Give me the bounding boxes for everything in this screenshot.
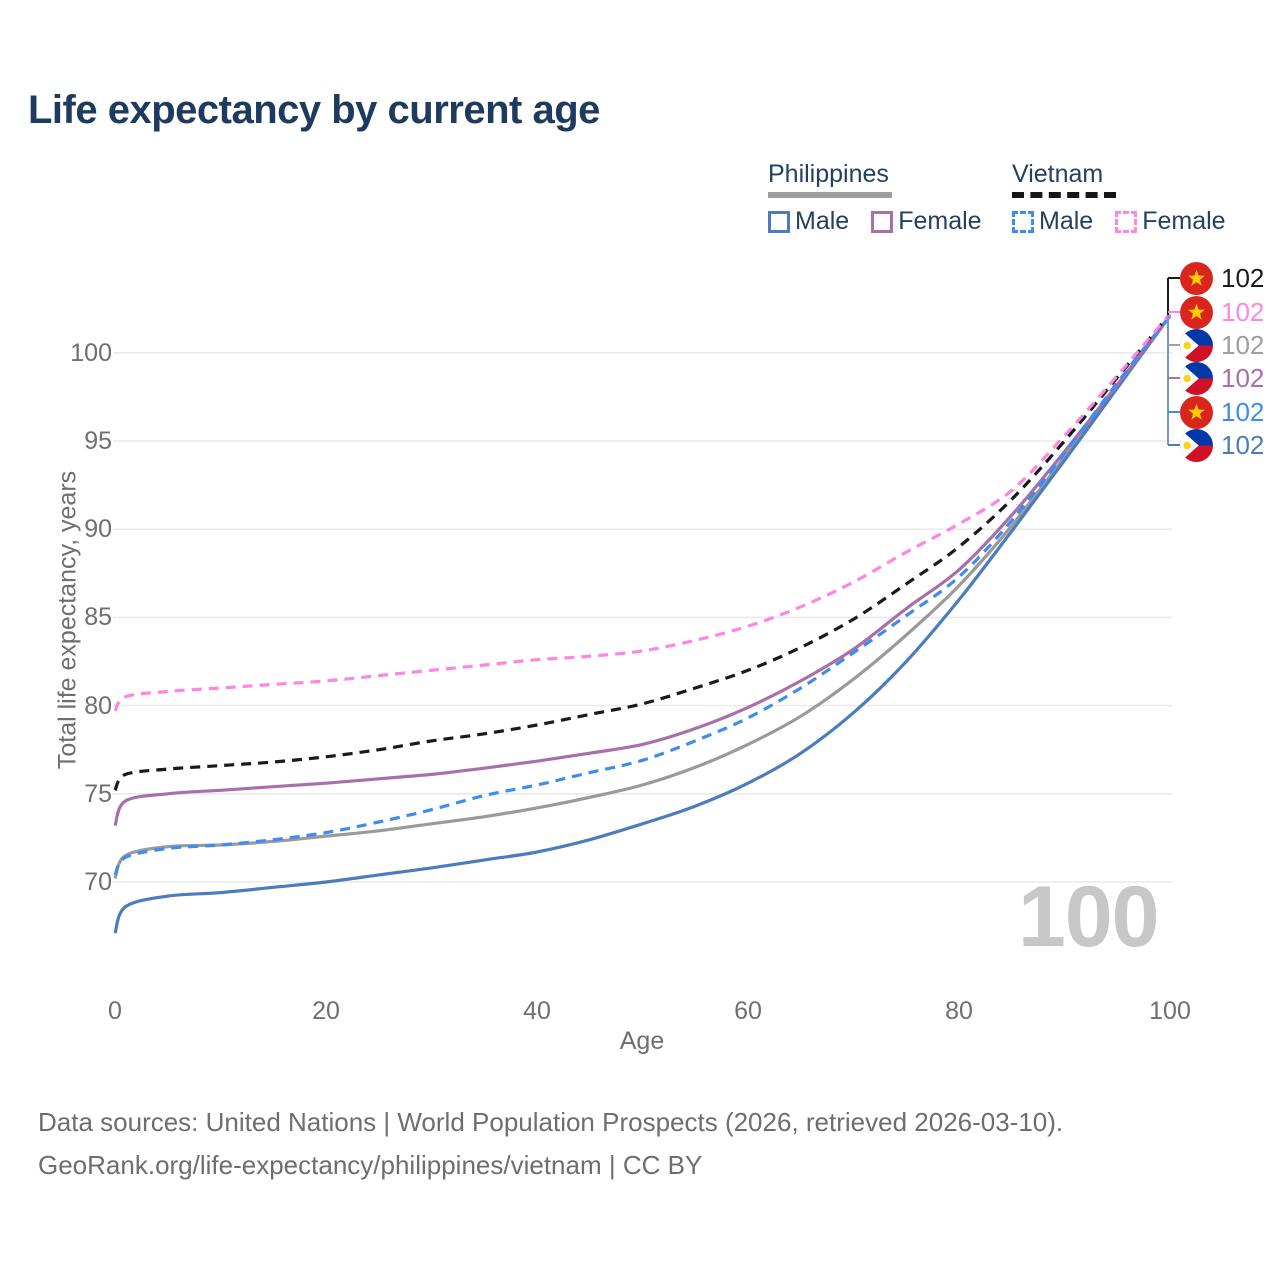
philippines-flag-icon: [1180, 361, 1213, 395]
legend-group-vietnam: Vietnam Male Female: [1012, 160, 1242, 236]
end-label-value: 102: [1221, 262, 1265, 293]
x-tick-60: 60: [734, 997, 762, 1025]
end-label-philippines-male: 102: [1180, 428, 1264, 462]
y-tick-85: 85: [84, 603, 112, 632]
y-tick-95: 95: [84, 427, 112, 455]
legend-label: Male: [795, 207, 850, 235]
x-tick-40: 40: [523, 997, 551, 1025]
legend-swatch-vietnam-male: [1012, 210, 1034, 233]
vietnam-flag-icon: [1180, 395, 1213, 429]
end-label-value: 102: [1221, 362, 1265, 393]
y-tick-75: 75: [84, 779, 112, 808]
x-tick-0: 0: [108, 997, 122, 1025]
legend-label: Female: [898, 207, 982, 235]
end-label-value: 102: [1221, 329, 1265, 360]
series-line-vietnam-female[interactable]: [113, 312, 1172, 712]
y-tick-70: 70: [84, 868, 112, 896]
legend-underline-solid: [768, 192, 892, 198]
end-label-philippines-female: 102: [1180, 361, 1264, 395]
legend-swatch-philippines-female: [871, 210, 894, 233]
series-line-philippines-male[interactable]: [113, 314, 1172, 934]
x-axis-title: Age: [619, 1027, 665, 1055]
legend-item-vietnam-female[interactable]: Female: [1115, 207, 1226, 236]
vietnam-flag-icon: [1180, 295, 1213, 329]
end-label-value: 102: [1221, 296, 1265, 327]
legend-group-philippines: Philippines Male Female: [768, 160, 998, 236]
legend-underline-dashed: [1012, 192, 1116, 198]
x-tick-100: 100: [1149, 997, 1191, 1025]
legend-country-philippines: Philippines: [768, 160, 889, 188]
y-tick-80: 80: [84, 691, 112, 720]
legend-item-vietnam-male[interactable]: Male: [1012, 207, 1093, 236]
series-line-vietnam-both[interactable]: [113, 312, 1172, 792]
series-line-philippines-female[interactable]: [113, 314, 1172, 827]
legend-item-philippines-female[interactable]: Female: [871, 207, 982, 236]
philippines-flag-icon: [1180, 328, 1213, 362]
philippines-flag-icon: [1180, 428, 1213, 462]
current-age-indicator: 100: [1018, 869, 1159, 965]
end-label-value: 102: [1221, 429, 1265, 460]
attribution-text: GeoRank.org/life-expectancy/philippines/…: [38, 1150, 703, 1180]
end-label-vietnam-male: 102: [1180, 395, 1264, 429]
vietnam-flag-icon: [1180, 261, 1213, 295]
series-line-vietnam-male[interactable]: [113, 314, 1172, 876]
end-label-philippines-both: 102: [1180, 328, 1264, 362]
legend-label: Male: [1039, 207, 1094, 235]
y-axis-title: Total life expectancy, years: [53, 470, 82, 770]
end-label-value: 102: [1221, 396, 1265, 427]
end-label-vietnam-female: 102: [1180, 295, 1264, 329]
y-tick-100: 100: [70, 338, 112, 367]
x-tick-20: 20: [312, 997, 340, 1025]
legend-label: Female: [1142, 207, 1226, 235]
x-tick-80: 80: [945, 997, 973, 1025]
end-label-vietnam-both: 102: [1180, 261, 1264, 295]
legend-swatch-philippines-male: [768, 210, 790, 233]
legend-country-vietnam: Vietnam: [1012, 160, 1104, 188]
data-sources-text: Data sources: United Nations | World Pop…: [38, 1107, 1064, 1137]
page-title: Life expectancy by current age: [28, 88, 600, 132]
legend-swatch-vietnam-female: [1115, 210, 1138, 233]
legend-item-philippines-male[interactable]: Male: [768, 207, 849, 236]
y-tick-90: 90: [84, 515, 112, 544]
